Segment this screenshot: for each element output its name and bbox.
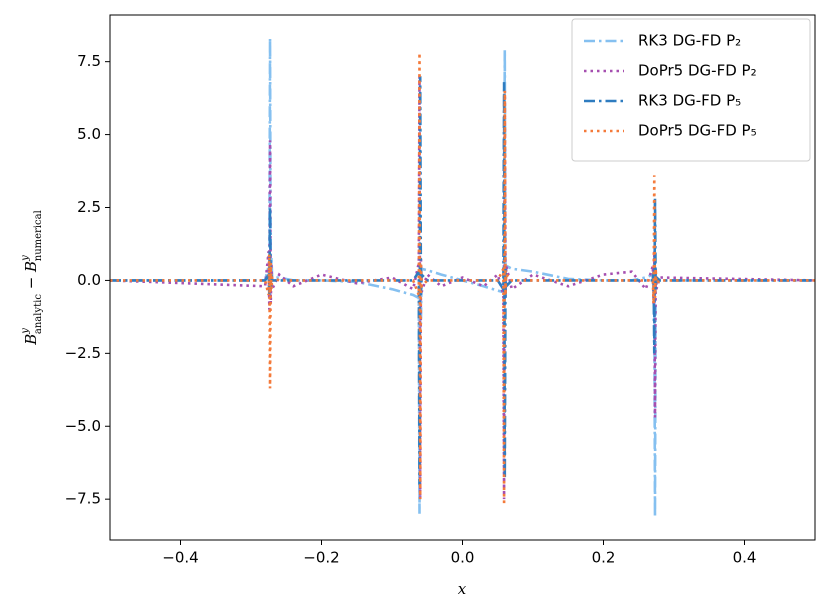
y-label-sup: y	[20, 255, 31, 262]
y-tick-label: −7.5	[65, 490, 101, 508]
y-label-sub: analytic	[33, 294, 44, 334]
legend-label: RK3 DG-FD P₂	[638, 32, 741, 50]
legend-label: RK3 DG-FD P₅	[638, 92, 741, 110]
y-axis-label: By analytic − By numerical	[20, 210, 44, 346]
legend-label: DoPr5 DG-FD P₅	[638, 122, 757, 140]
x-tick-label: −0.2	[303, 549, 339, 567]
y-tick-label: 5.0	[77, 125, 101, 143]
y-tick-label: −5.0	[65, 417, 101, 435]
series-line	[110, 52, 815, 506]
x-tick-label: 0.2	[592, 549, 616, 567]
y-label-sup: y	[20, 328, 31, 335]
legend-label: DoPr5 DG-FD P₂	[638, 62, 757, 80]
x-axis-label: x	[458, 580, 467, 598]
x-tick-label: 0.4	[733, 549, 757, 567]
y-label-base: B	[22, 334, 40, 346]
y-tick-label: −2.5	[65, 344, 101, 362]
x-tick-label: 0.0	[451, 549, 475, 567]
legend-box	[571, 18, 811, 162]
y-tick-label: 0.0	[77, 271, 101, 289]
y-label-operator: −	[22, 277, 40, 290]
y-label-base: B	[22, 261, 40, 273]
y-tick-label: 7.5	[77, 52, 101, 70]
y-tick-label: 2.5	[77, 198, 101, 216]
plot-frame	[109, 14, 816, 541]
y-label-sub: numerical	[33, 210, 44, 261]
x-tick-label: −0.4	[162, 549, 198, 567]
